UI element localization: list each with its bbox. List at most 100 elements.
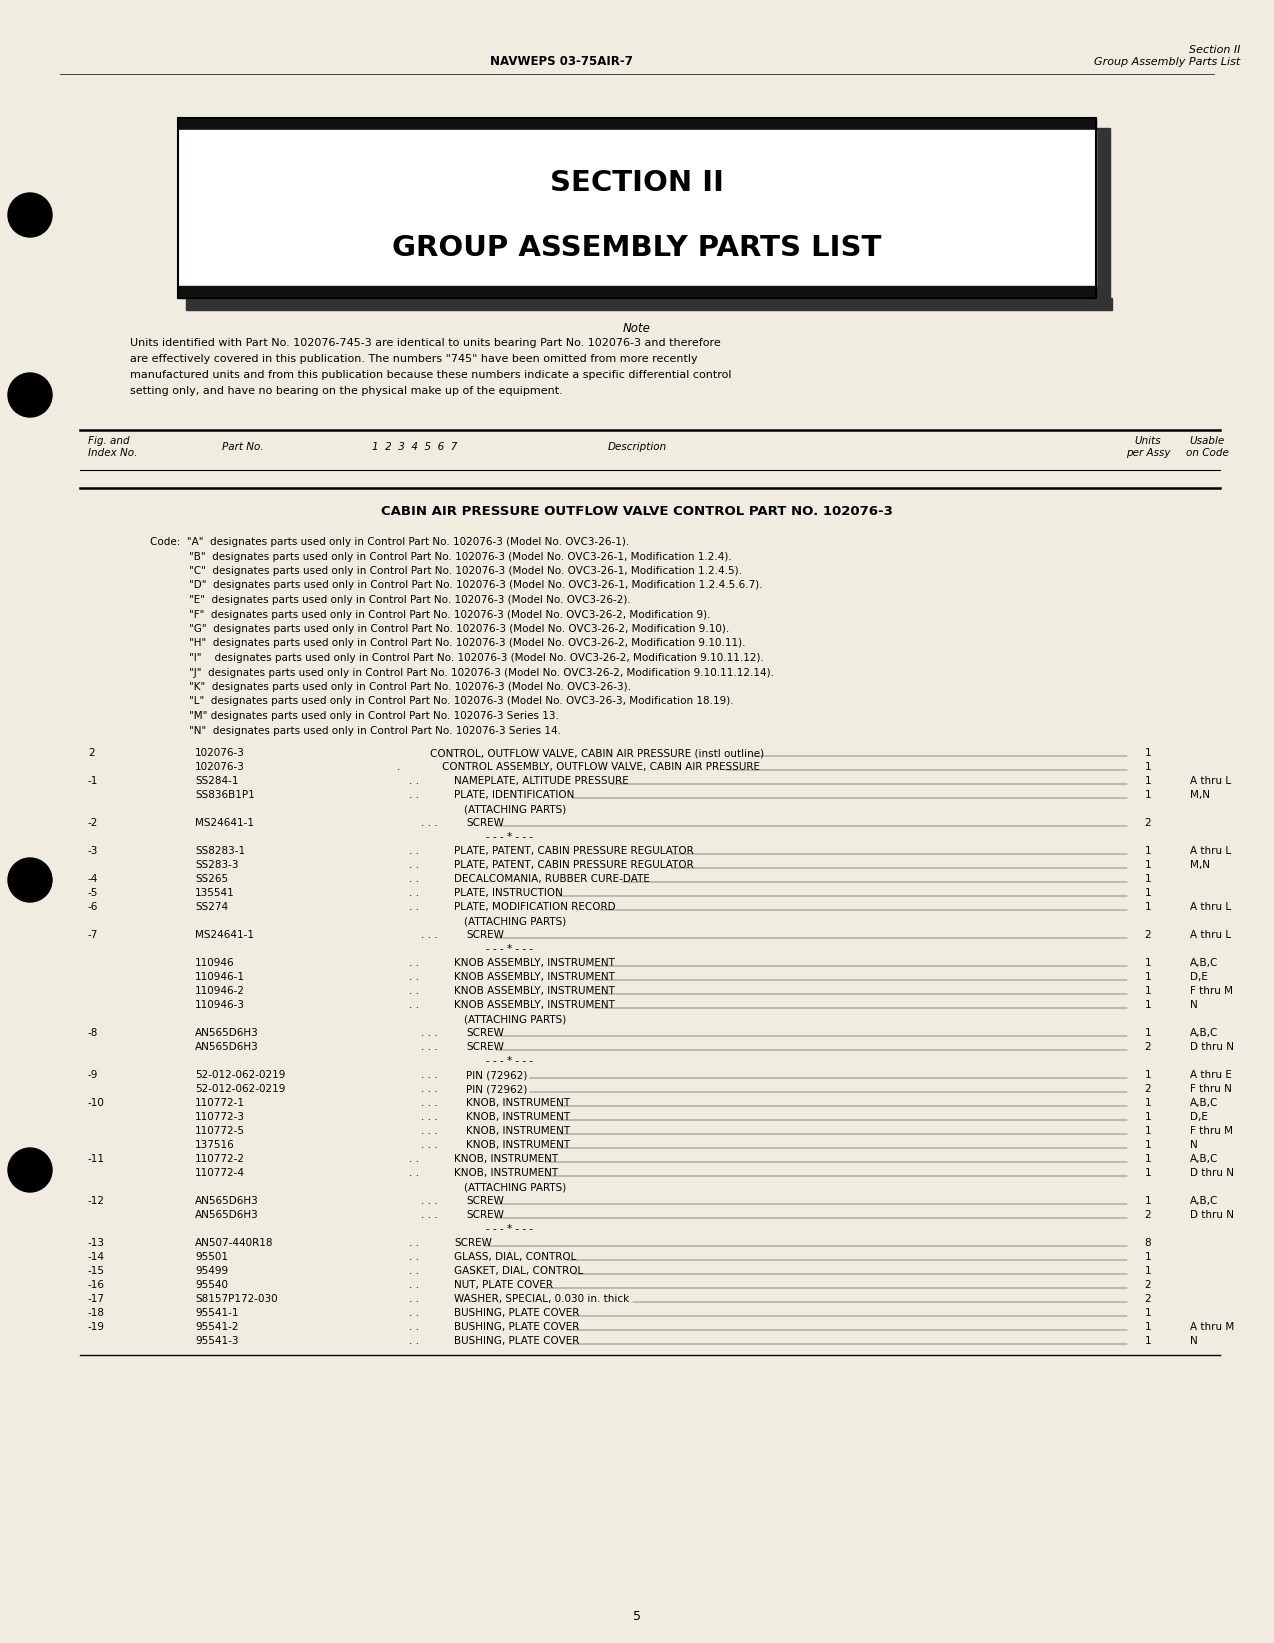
- Text: 1: 1: [1144, 1153, 1152, 1163]
- Text: KNOB ASSEMBLY, INSTRUMENT: KNOB ASSEMBLY, INSTRUMENT: [454, 958, 615, 968]
- Text: BUSHING, PLATE COVER: BUSHING, PLATE COVER: [454, 1308, 580, 1318]
- Text: -13: -13: [88, 1237, 104, 1249]
- Text: -9: -9: [88, 1070, 98, 1079]
- Text: F thru N: F thru N: [1190, 1084, 1232, 1094]
- Text: GLASS, DIAL, CONTROL: GLASS, DIAL, CONTROL: [454, 1252, 576, 1262]
- Text: 1: 1: [1144, 1125, 1152, 1135]
- Text: PLATE, PATENT, CABIN PRESSURE REGULATOR: PLATE, PATENT, CABIN PRESSURE REGULATOR: [454, 859, 694, 871]
- Text: PLATE, IDENTIFICATION: PLATE, IDENTIFICATION: [454, 790, 575, 800]
- Text: AN565D6H3: AN565D6H3: [195, 1029, 259, 1038]
- Text: D thru N: D thru N: [1190, 1209, 1235, 1221]
- Text: Usable: Usable: [1190, 435, 1224, 445]
- Text: . . .: . . .: [420, 1112, 438, 1122]
- Text: 1: 1: [1144, 1252, 1152, 1262]
- Text: 102076-3: 102076-3: [195, 762, 245, 772]
- Text: 137516: 137516: [195, 1140, 234, 1150]
- Text: MS24641-1: MS24641-1: [195, 930, 254, 940]
- Text: 1: 1: [1144, 1308, 1152, 1318]
- Bar: [1096, 128, 1110, 307]
- Text: - - - * - - -: - - - * - - -: [485, 831, 533, 841]
- Text: KNOB ASSEMBLY, INSTRUMENT: KNOB ASSEMBLY, INSTRUMENT: [454, 986, 615, 996]
- Text: 1  2  3  4  5  6  7: 1 2 3 4 5 6 7: [372, 442, 457, 452]
- Text: NAVWEPS 03-75AIR-7: NAVWEPS 03-75AIR-7: [490, 54, 633, 67]
- Text: D,E: D,E: [1190, 1112, 1208, 1122]
- Text: 1: 1: [1144, 973, 1152, 983]
- Text: "I"    designates parts used only in Control Part No. 102076-3 (Model No. OVC3-2: "I" designates parts used only in Contro…: [150, 652, 764, 664]
- Text: GASKET, DIAL, CONTROL: GASKET, DIAL, CONTROL: [454, 1267, 583, 1277]
- Text: M,N: M,N: [1190, 859, 1210, 871]
- Text: 2: 2: [1144, 1209, 1152, 1221]
- Text: A,B,C: A,B,C: [1190, 1153, 1218, 1163]
- Text: per Assy: per Assy: [1126, 449, 1171, 458]
- Text: . .: . .: [409, 790, 419, 800]
- Bar: [178, 130, 1096, 286]
- Text: . . .: . . .: [420, 1042, 438, 1052]
- Text: . .: . .: [409, 1295, 419, 1305]
- Text: . . .: . . .: [420, 1125, 438, 1135]
- Text: CABIN AIR PRESSURE OUTFLOW VALVE CONTROL PART NO. 102076-3: CABIN AIR PRESSURE OUTFLOW VALVE CONTROL…: [381, 504, 893, 518]
- Text: - - - * - - -: - - - * - - -: [485, 945, 533, 955]
- Text: 2: 2: [1144, 930, 1152, 940]
- Text: on Code: on Code: [1186, 449, 1228, 458]
- Text: BUSHING, PLATE COVER: BUSHING, PLATE COVER: [454, 1336, 580, 1346]
- Text: "N"  designates parts used only in Control Part No. 102076-3 Series 14.: "N" designates parts used only in Contro…: [150, 726, 561, 736]
- Text: AN507-440R18: AN507-440R18: [195, 1237, 274, 1249]
- Text: 5: 5: [633, 1610, 641, 1623]
- Text: . .: . .: [409, 859, 419, 871]
- Text: SS836B1P1: SS836B1P1: [195, 790, 255, 800]
- Text: 1: 1: [1144, 874, 1152, 884]
- Text: . .: . .: [409, 958, 419, 968]
- Text: 2: 2: [88, 748, 94, 757]
- Text: BUSHING, PLATE COVER: BUSHING, PLATE COVER: [454, 1323, 580, 1332]
- Text: 1: 1: [1144, 748, 1152, 757]
- Text: 95499: 95499: [195, 1267, 228, 1277]
- Circle shape: [8, 192, 52, 237]
- Text: . .: . .: [409, 1001, 419, 1010]
- Text: -17: -17: [88, 1295, 104, 1305]
- Text: 2: 2: [1144, 1042, 1152, 1052]
- Text: 95541-3: 95541-3: [195, 1336, 238, 1346]
- Text: N: N: [1190, 1140, 1198, 1150]
- Text: -4: -4: [88, 874, 98, 884]
- Text: DECALCOMANIA, RUBBER CURE-DATE: DECALCOMANIA, RUBBER CURE-DATE: [454, 874, 650, 884]
- Text: 1: 1: [1144, 958, 1152, 968]
- Text: F thru M: F thru M: [1190, 986, 1233, 996]
- Text: 95501: 95501: [195, 1252, 228, 1262]
- Text: 110946-1: 110946-1: [195, 973, 245, 983]
- Text: - - - * - - -: - - - * - - -: [485, 1056, 533, 1066]
- Text: 1: 1: [1144, 1196, 1152, 1206]
- Text: PLATE, PATENT, CABIN PRESSURE REGULATOR: PLATE, PATENT, CABIN PRESSURE REGULATOR: [454, 846, 694, 856]
- Text: 1: 1: [1144, 762, 1152, 772]
- Text: "E"  designates parts used only in Control Part No. 102076-3 (Model No. OVC3-26-: "E" designates parts used only in Contro…: [150, 595, 631, 605]
- Text: SCREW: SCREW: [466, 1209, 505, 1221]
- Text: 1: 1: [1144, 1029, 1152, 1038]
- Text: . . .: . . .: [420, 1209, 438, 1221]
- Text: SCREW: SCREW: [466, 1196, 505, 1206]
- Text: 110946-3: 110946-3: [195, 1001, 245, 1010]
- Circle shape: [8, 1148, 52, 1193]
- Text: SCREW: SCREW: [466, 1042, 505, 1052]
- Text: NAMEPLATE, ALTITUDE PRESSURE: NAMEPLATE, ALTITUDE PRESSURE: [454, 775, 629, 785]
- Text: KNOB ASSEMBLY, INSTRUMENT: KNOB ASSEMBLY, INSTRUMENT: [454, 1001, 615, 1010]
- Text: AN565D6H3: AN565D6H3: [195, 1042, 259, 1052]
- Text: 102076-3: 102076-3: [195, 748, 245, 757]
- Text: 52-012-062-0219: 52-012-062-0219: [195, 1084, 285, 1094]
- Text: 95541-1: 95541-1: [195, 1308, 238, 1318]
- Text: A thru L: A thru L: [1190, 930, 1231, 940]
- Text: -8: -8: [88, 1029, 98, 1038]
- Text: . .: . .: [409, 874, 419, 884]
- Text: 1: 1: [1144, 790, 1152, 800]
- Text: Fig. and: Fig. and: [88, 435, 130, 445]
- Text: 1: 1: [1144, 1112, 1152, 1122]
- Text: N: N: [1190, 1001, 1198, 1010]
- Text: . .: . .: [409, 846, 419, 856]
- Text: . . .: . . .: [420, 1084, 438, 1094]
- Text: PIN (72962): PIN (72962): [466, 1084, 527, 1094]
- Text: -15: -15: [88, 1267, 104, 1277]
- Text: A,B,C: A,B,C: [1190, 958, 1218, 968]
- Text: -18: -18: [88, 1308, 104, 1318]
- Text: . .: . .: [409, 775, 419, 785]
- Text: Index No.: Index No.: [88, 449, 138, 458]
- Text: PIN (72962): PIN (72962): [466, 1070, 527, 1079]
- Text: setting only, and have no bearing on the physical make up of the equipment.: setting only, and have no bearing on the…: [130, 386, 563, 396]
